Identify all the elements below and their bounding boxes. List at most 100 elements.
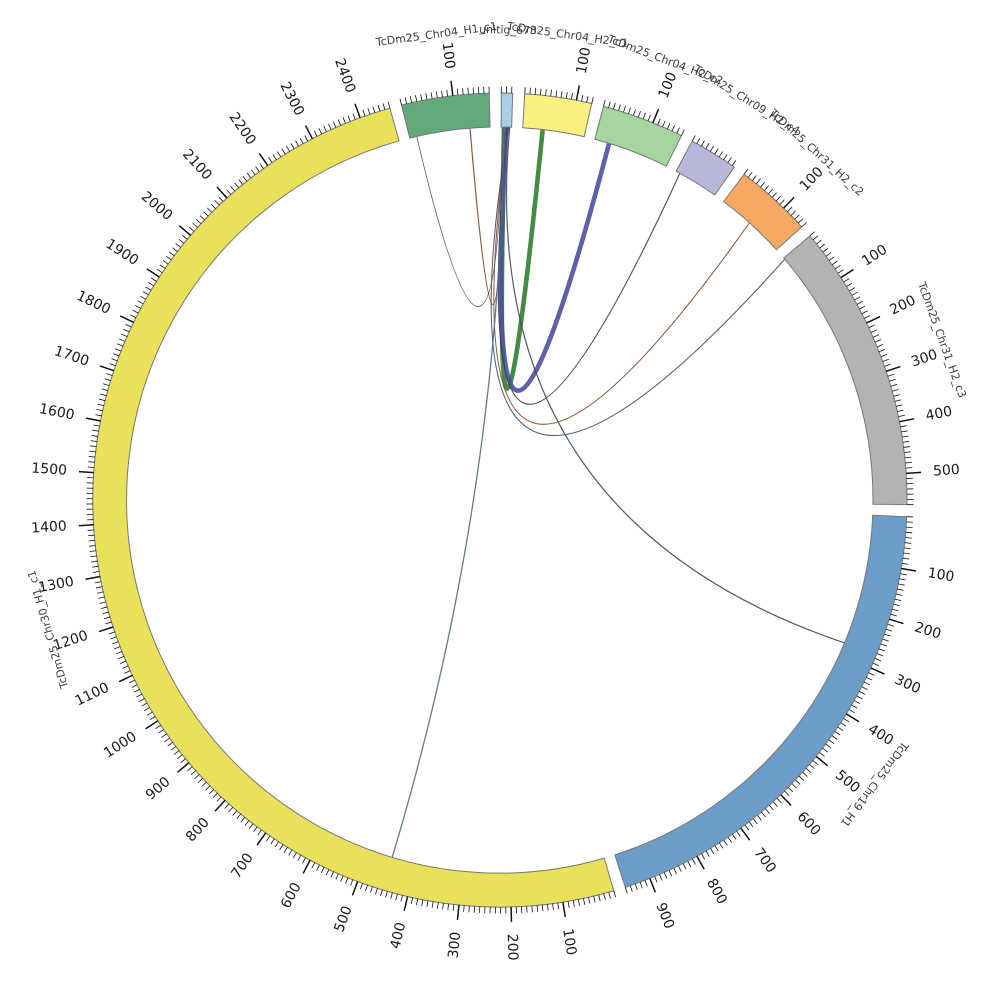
tick-minor: [550, 89, 552, 97]
tick-minor: [250, 169, 256, 176]
tick-minor: [905, 537, 912, 539]
tick-minor: [787, 206, 793, 213]
segment-arc-chr31_h2_c2[interactable]: [722, 173, 803, 251]
tick-minor: [696, 137, 701, 144]
tick-minor: [903, 552, 911, 555]
link-chord-chr19_h1[interactable]: [505, 127, 845, 644]
tick-minor: [866, 676, 873, 681]
tick-minor: [534, 88, 537, 95]
segment-arc-chr04_h2_c2[interactable]: [594, 105, 683, 167]
tick-minor: [719, 842, 724, 849]
tick-minor: [285, 145, 291, 152]
tick-minor: [895, 404, 903, 407]
segment-label-chr31_h2_c3: TcDm25_Chr31_H2_c3: [915, 279, 969, 399]
tick-minor: [226, 189, 232, 195]
tick-minor: [207, 207, 213, 213]
link-chord-chr30_h1_c1[interactable]: [391, 127, 505, 858]
tick-minor: [194, 774, 200, 780]
tick-label: 1400: [31, 518, 68, 536]
tick-minor: [837, 269, 844, 274]
tick-major: [840, 268, 854, 279]
tick-minor: [536, 905, 539, 912]
tick-minor: [831, 260, 838, 266]
segment-arc-chr09_h2_c4[interactable]: [675, 140, 735, 196]
tick-label: 1900: [103, 236, 142, 269]
tick-minor: [893, 394, 900, 397]
tick-minor: [709, 145, 714, 152]
tick-minor: [557, 902, 560, 910]
segment-arc-chr04_h1_c1[interactable]: [400, 92, 491, 139]
segment-arc-chr31_h2_c3[interactable]: [783, 235, 908, 506]
tick-minor: [700, 140, 705, 147]
tick-minor: [318, 128, 323, 135]
link-chord-chr04_h1_c1[interactable]: [416, 127, 503, 307]
tick-minor: [868, 672, 875, 676]
tick-label: 2200: [226, 110, 259, 148]
tick-minor: [900, 573, 907, 576]
tick-minor: [654, 876, 658, 883]
tick-minor: [290, 143, 295, 150]
tick-minor: [608, 101, 611, 108]
tick-minor: [304, 135, 309, 142]
tick-minor: [156, 268, 163, 274]
segment-arc-chr30_h1_c1[interactable]: [92, 107, 615, 908]
tick-minor: [330, 871, 334, 878]
tick-minor: [825, 743, 832, 749]
tick-label: 1300: [37, 574, 75, 596]
tick-minor: [764, 185, 769, 191]
tick-label: 600: [278, 880, 305, 911]
link-chord-chr04_h2_c2[interactable]: [498, 126, 612, 393]
tick-major: [649, 878, 657, 893]
tick-minor: [345, 877, 349, 884]
tick-label: 300: [909, 347, 939, 371]
link-chord-chr31_h2_c3[interactable]: [490, 127, 786, 436]
tick-minor: [165, 255, 172, 261]
tick-minor: [365, 884, 368, 892]
tick-minor: [775, 195, 781, 202]
tick-minor: [671, 125, 676, 132]
tick-minor: [639, 881, 643, 889]
tick-minor: [104, 378, 112, 381]
segment-arc-chr19_h1[interactable]: [614, 514, 908, 888]
link-chord-chr04_h2_c1[interactable]: [499, 126, 545, 391]
tick-minor: [613, 102, 616, 110]
tick-minor: [714, 148, 719, 155]
tick-major: [456, 904, 460, 920]
tick-minor: [797, 218, 804, 224]
tick-minor: [238, 179, 244, 185]
tick-minor: [100, 606, 108, 610]
tick-label: 1800: [74, 288, 113, 318]
tick-minor: [828, 256, 835, 261]
tick-major: [845, 713, 860, 723]
tick-minor: [155, 724, 162, 730]
tick-minor: [849, 287, 855, 292]
tick-minor: [89, 550, 97, 552]
tick-minor: [435, 91, 438, 98]
segment-arc-chr04_h2_c1[interactable]: [522, 93, 593, 138]
tick-minor: [892, 389, 899, 392]
link-chord-chr09_h2_c4[interactable]: [497, 127, 681, 405]
tick-minor: [874, 339, 882, 343]
tick-minor: [421, 899, 424, 907]
tick-minor: [128, 679, 136, 684]
tick-minor: [142, 291, 149, 296]
tick-minor: [870, 329, 878, 333]
tick-minor: [409, 96, 413, 103]
tick-minor: [752, 175, 757, 181]
tick-minor: [642, 112, 646, 120]
tick-minor: [92, 429, 99, 432]
tick-minor: [825, 252, 832, 257]
tick-minor: [426, 900, 429, 908]
tick-minor: [268, 157, 273, 163]
tick-minor: [161, 733, 168, 738]
tick-minor: [192, 222, 198, 228]
segment-arc-unitig_673[interactable]: [500, 92, 514, 128]
tick-label: 500: [331, 904, 355, 935]
tick-minor: [90, 440, 98, 442]
tick-label: 800: [703, 876, 730, 907]
link-chord-chr31_h2_c2[interactable]: [493, 127, 750, 425]
tick-minor: [902, 435, 909, 438]
tick-minor: [94, 581, 102, 584]
tick-label: 400: [924, 404, 953, 425]
